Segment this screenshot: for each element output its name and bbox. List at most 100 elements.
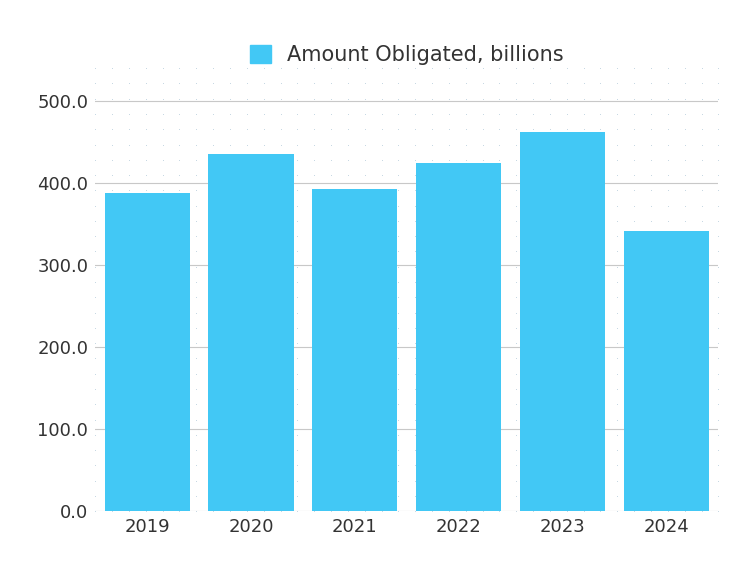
Point bbox=[476, 415, 488, 424]
Point bbox=[578, 369, 589, 378]
Point bbox=[258, 94, 270, 103]
Point bbox=[696, 110, 707, 119]
Point bbox=[342, 232, 354, 241]
Point bbox=[409, 476, 421, 485]
Point bbox=[89, 507, 101, 516]
Point bbox=[106, 110, 118, 119]
Point bbox=[594, 400, 606, 409]
Point bbox=[140, 461, 152, 470]
Point bbox=[359, 308, 371, 317]
Point bbox=[342, 385, 354, 394]
Point bbox=[460, 339, 471, 348]
Point bbox=[679, 125, 690, 134]
Point bbox=[476, 110, 488, 119]
Point bbox=[712, 445, 724, 454]
Point bbox=[443, 323, 454, 332]
Point bbox=[89, 385, 101, 394]
Point bbox=[561, 308, 572, 317]
Point bbox=[628, 140, 640, 149]
Point bbox=[662, 186, 674, 195]
Point bbox=[578, 247, 589, 256]
Point bbox=[106, 400, 118, 409]
Point bbox=[325, 140, 337, 149]
Point bbox=[493, 155, 505, 164]
Point bbox=[191, 201, 202, 210]
Point bbox=[359, 186, 371, 195]
Point bbox=[645, 155, 657, 164]
Point bbox=[292, 461, 303, 470]
Point bbox=[460, 476, 471, 485]
Point bbox=[207, 170, 219, 179]
Point bbox=[191, 461, 202, 470]
Point bbox=[393, 293, 405, 302]
Point bbox=[191, 385, 202, 394]
Point bbox=[645, 431, 657, 440]
Point bbox=[594, 64, 606, 73]
Point bbox=[493, 431, 505, 440]
Point bbox=[443, 170, 454, 179]
Point bbox=[123, 354, 135, 363]
Point bbox=[325, 415, 337, 424]
Point bbox=[645, 339, 657, 348]
Point bbox=[645, 170, 657, 179]
Point bbox=[426, 369, 438, 378]
Point bbox=[258, 445, 270, 454]
Point bbox=[393, 155, 405, 164]
Point bbox=[460, 125, 471, 134]
Point bbox=[696, 232, 707, 241]
Point bbox=[359, 385, 371, 394]
Point bbox=[712, 216, 724, 225]
Point bbox=[140, 247, 152, 256]
Point bbox=[258, 354, 270, 363]
Point bbox=[460, 64, 471, 73]
Point bbox=[89, 79, 101, 88]
Point bbox=[258, 140, 270, 149]
Point bbox=[174, 415, 185, 424]
Point bbox=[309, 431, 320, 440]
Point bbox=[393, 125, 405, 134]
Point bbox=[376, 64, 388, 73]
Point bbox=[712, 201, 724, 210]
Point bbox=[645, 369, 657, 378]
Point bbox=[191, 94, 202, 103]
Point bbox=[696, 507, 707, 516]
Point bbox=[157, 155, 169, 164]
Point bbox=[207, 354, 219, 363]
Point bbox=[628, 110, 640, 119]
Point bbox=[561, 415, 572, 424]
Point bbox=[578, 354, 589, 363]
Point bbox=[241, 110, 253, 119]
Point bbox=[527, 385, 539, 394]
Point bbox=[696, 170, 707, 179]
Point bbox=[527, 186, 539, 195]
Point bbox=[174, 247, 185, 256]
Point bbox=[578, 79, 589, 88]
Point bbox=[527, 278, 539, 287]
Point bbox=[476, 400, 488, 409]
Point bbox=[123, 461, 135, 470]
Point bbox=[712, 79, 724, 88]
Point bbox=[409, 323, 421, 332]
Point bbox=[191, 507, 202, 516]
Point bbox=[359, 170, 371, 179]
Point bbox=[309, 369, 320, 378]
Point bbox=[611, 186, 623, 195]
Point bbox=[123, 140, 135, 149]
Point bbox=[493, 79, 505, 88]
Point bbox=[561, 354, 572, 363]
Point bbox=[106, 323, 118, 332]
Point bbox=[476, 201, 488, 210]
Point bbox=[174, 323, 185, 332]
Point bbox=[140, 125, 152, 134]
Point bbox=[409, 140, 421, 149]
Point bbox=[207, 461, 219, 470]
Point bbox=[241, 125, 253, 134]
Point bbox=[89, 186, 101, 195]
Point bbox=[342, 293, 354, 302]
Point bbox=[325, 431, 337, 440]
Point bbox=[207, 216, 219, 225]
Point bbox=[106, 94, 118, 103]
Point bbox=[679, 155, 690, 164]
Point bbox=[140, 476, 152, 485]
Point bbox=[89, 461, 101, 470]
